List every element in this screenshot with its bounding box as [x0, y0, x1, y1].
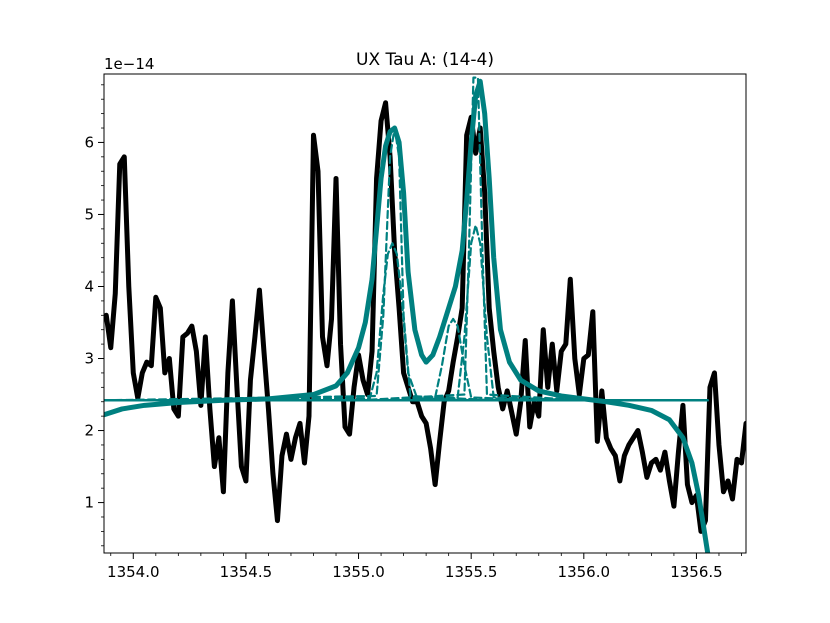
x-tick-label: 1356.5 [670, 563, 723, 581]
y-tick-label: 1 [84, 494, 94, 512]
x-tick-label: 1354.5 [220, 563, 273, 581]
series-layer [104, 76, 746, 553]
series-line-6 [357, 317, 540, 402]
y-tick-label: 6 [84, 133, 94, 151]
y-axis: 1 2 3 4 5 6 [84, 84, 104, 547]
y-tick-label: 2 [84, 422, 94, 440]
y-tick-label: 4 [84, 277, 94, 295]
y-offset-label: 1e−14 [104, 55, 154, 73]
x-tick-label: 1355.5 [445, 563, 498, 581]
chart-title: UX Tau A: (14-4) [356, 50, 494, 70]
plot-frame [103, 73, 747, 554]
x-tick-label: 1355.0 [332, 563, 385, 581]
series-line-7 [357, 224, 585, 402]
series-line-8 [357, 76, 585, 402]
series-line-5 [104, 126, 495, 402]
y-tick-label: 3 [84, 350, 94, 368]
series-line-4 [104, 242, 473, 402]
y-tick-label: 5 [84, 205, 94, 223]
x-tick-label: 1354.0 [107, 563, 160, 581]
x-tick-label: 1356.0 [558, 563, 611, 581]
series-line-1 [104, 100, 746, 534]
x-axis: 1354.0 1354.5 1355.0 1355.5 1356.0 1356.5 [107, 553, 742, 581]
